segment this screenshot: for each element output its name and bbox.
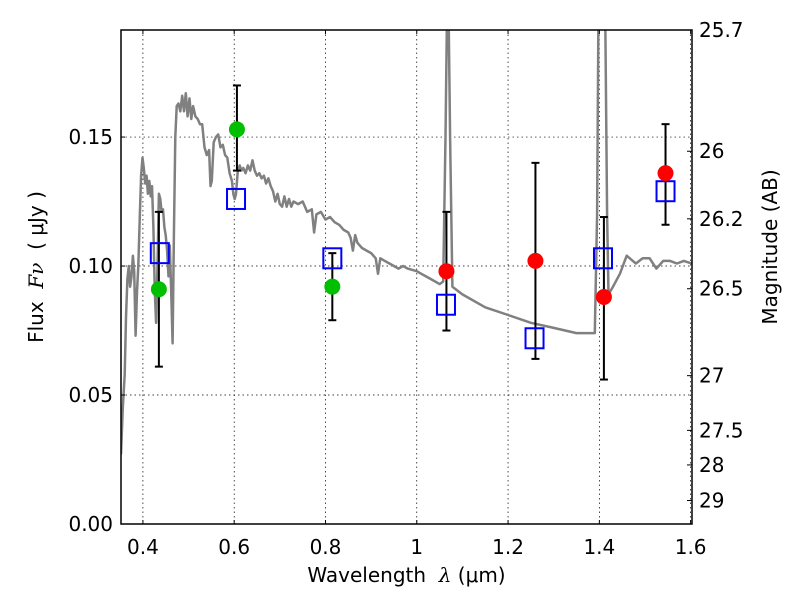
observed-point-red <box>438 263 455 280</box>
x-axis-title: Wavelength λ (μm) <box>307 563 505 587</box>
y-tick-label: 0.00 <box>68 512 113 536</box>
x-axis-title-suffix: (μm) <box>451 563 505 587</box>
y-axis-title: Flux Fν ( μJy ) <box>24 191 48 343</box>
right-tick-label: 25.7 <box>699 18 744 42</box>
x-tick-label: 1.2 <box>492 535 524 559</box>
x-tick-label: 1.4 <box>583 535 615 559</box>
model-photometry-square <box>524 327 545 350</box>
markers <box>149 84 676 381</box>
y-axis-title-prefix: Flux <box>24 289 48 343</box>
x-axis-title-symbol: λ <box>438 563 452 587</box>
right-axis-title: Magnitude (AB) <box>758 169 782 324</box>
observed-point-green <box>324 278 341 295</box>
model-photometry-square <box>149 242 170 265</box>
observed-point-red <box>657 165 674 182</box>
y-tick-label: 0.10 <box>68 254 113 278</box>
y-axis-title-suffix: ( μJy ) <box>24 191 48 263</box>
model-photometry-square <box>322 247 343 270</box>
x-tick-label: 0.4 <box>127 535 159 559</box>
right-tick-label: 26 <box>699 139 724 163</box>
y-tick-label: 0.05 <box>68 383 113 407</box>
x-tick-label: 0.6 <box>218 535 250 559</box>
model-photometry-square <box>655 180 676 203</box>
model-photometry-square <box>226 187 247 210</box>
right-tick-label: 27 <box>699 364 724 388</box>
plot-frame <box>120 29 693 525</box>
x-tick-label: 0.8 <box>310 535 342 559</box>
observed-point-red <box>527 252 544 269</box>
right-tick-label: 26.5 <box>699 277 744 301</box>
x-tick-label: 1 <box>410 535 423 559</box>
y-axis-title-symbol: Fν <box>24 263 48 290</box>
y-tick-label: 0.15 <box>68 125 113 149</box>
axis-ticks: 0.4 0.6 0.8 1 1.2 1.4 1.6 0.00 0.05 0.10 0.15 25.7 2… <box>68 18 743 559</box>
observed-point-red <box>595 288 612 305</box>
right-tick-label: 29 <box>699 489 724 513</box>
model-photometry-square <box>592 247 613 270</box>
x-tick-label: 1.6 <box>675 535 707 559</box>
right-tick-label: 27.5 <box>699 418 744 442</box>
x-axis-title-prefix: Wavelength <box>307 563 438 587</box>
right-tick-label: 26.2 <box>699 207 744 231</box>
model-photometry-square <box>435 293 456 316</box>
observed-point-green <box>228 121 245 138</box>
right-tick-label: 28 <box>699 453 724 477</box>
observed-point-green <box>150 281 167 298</box>
